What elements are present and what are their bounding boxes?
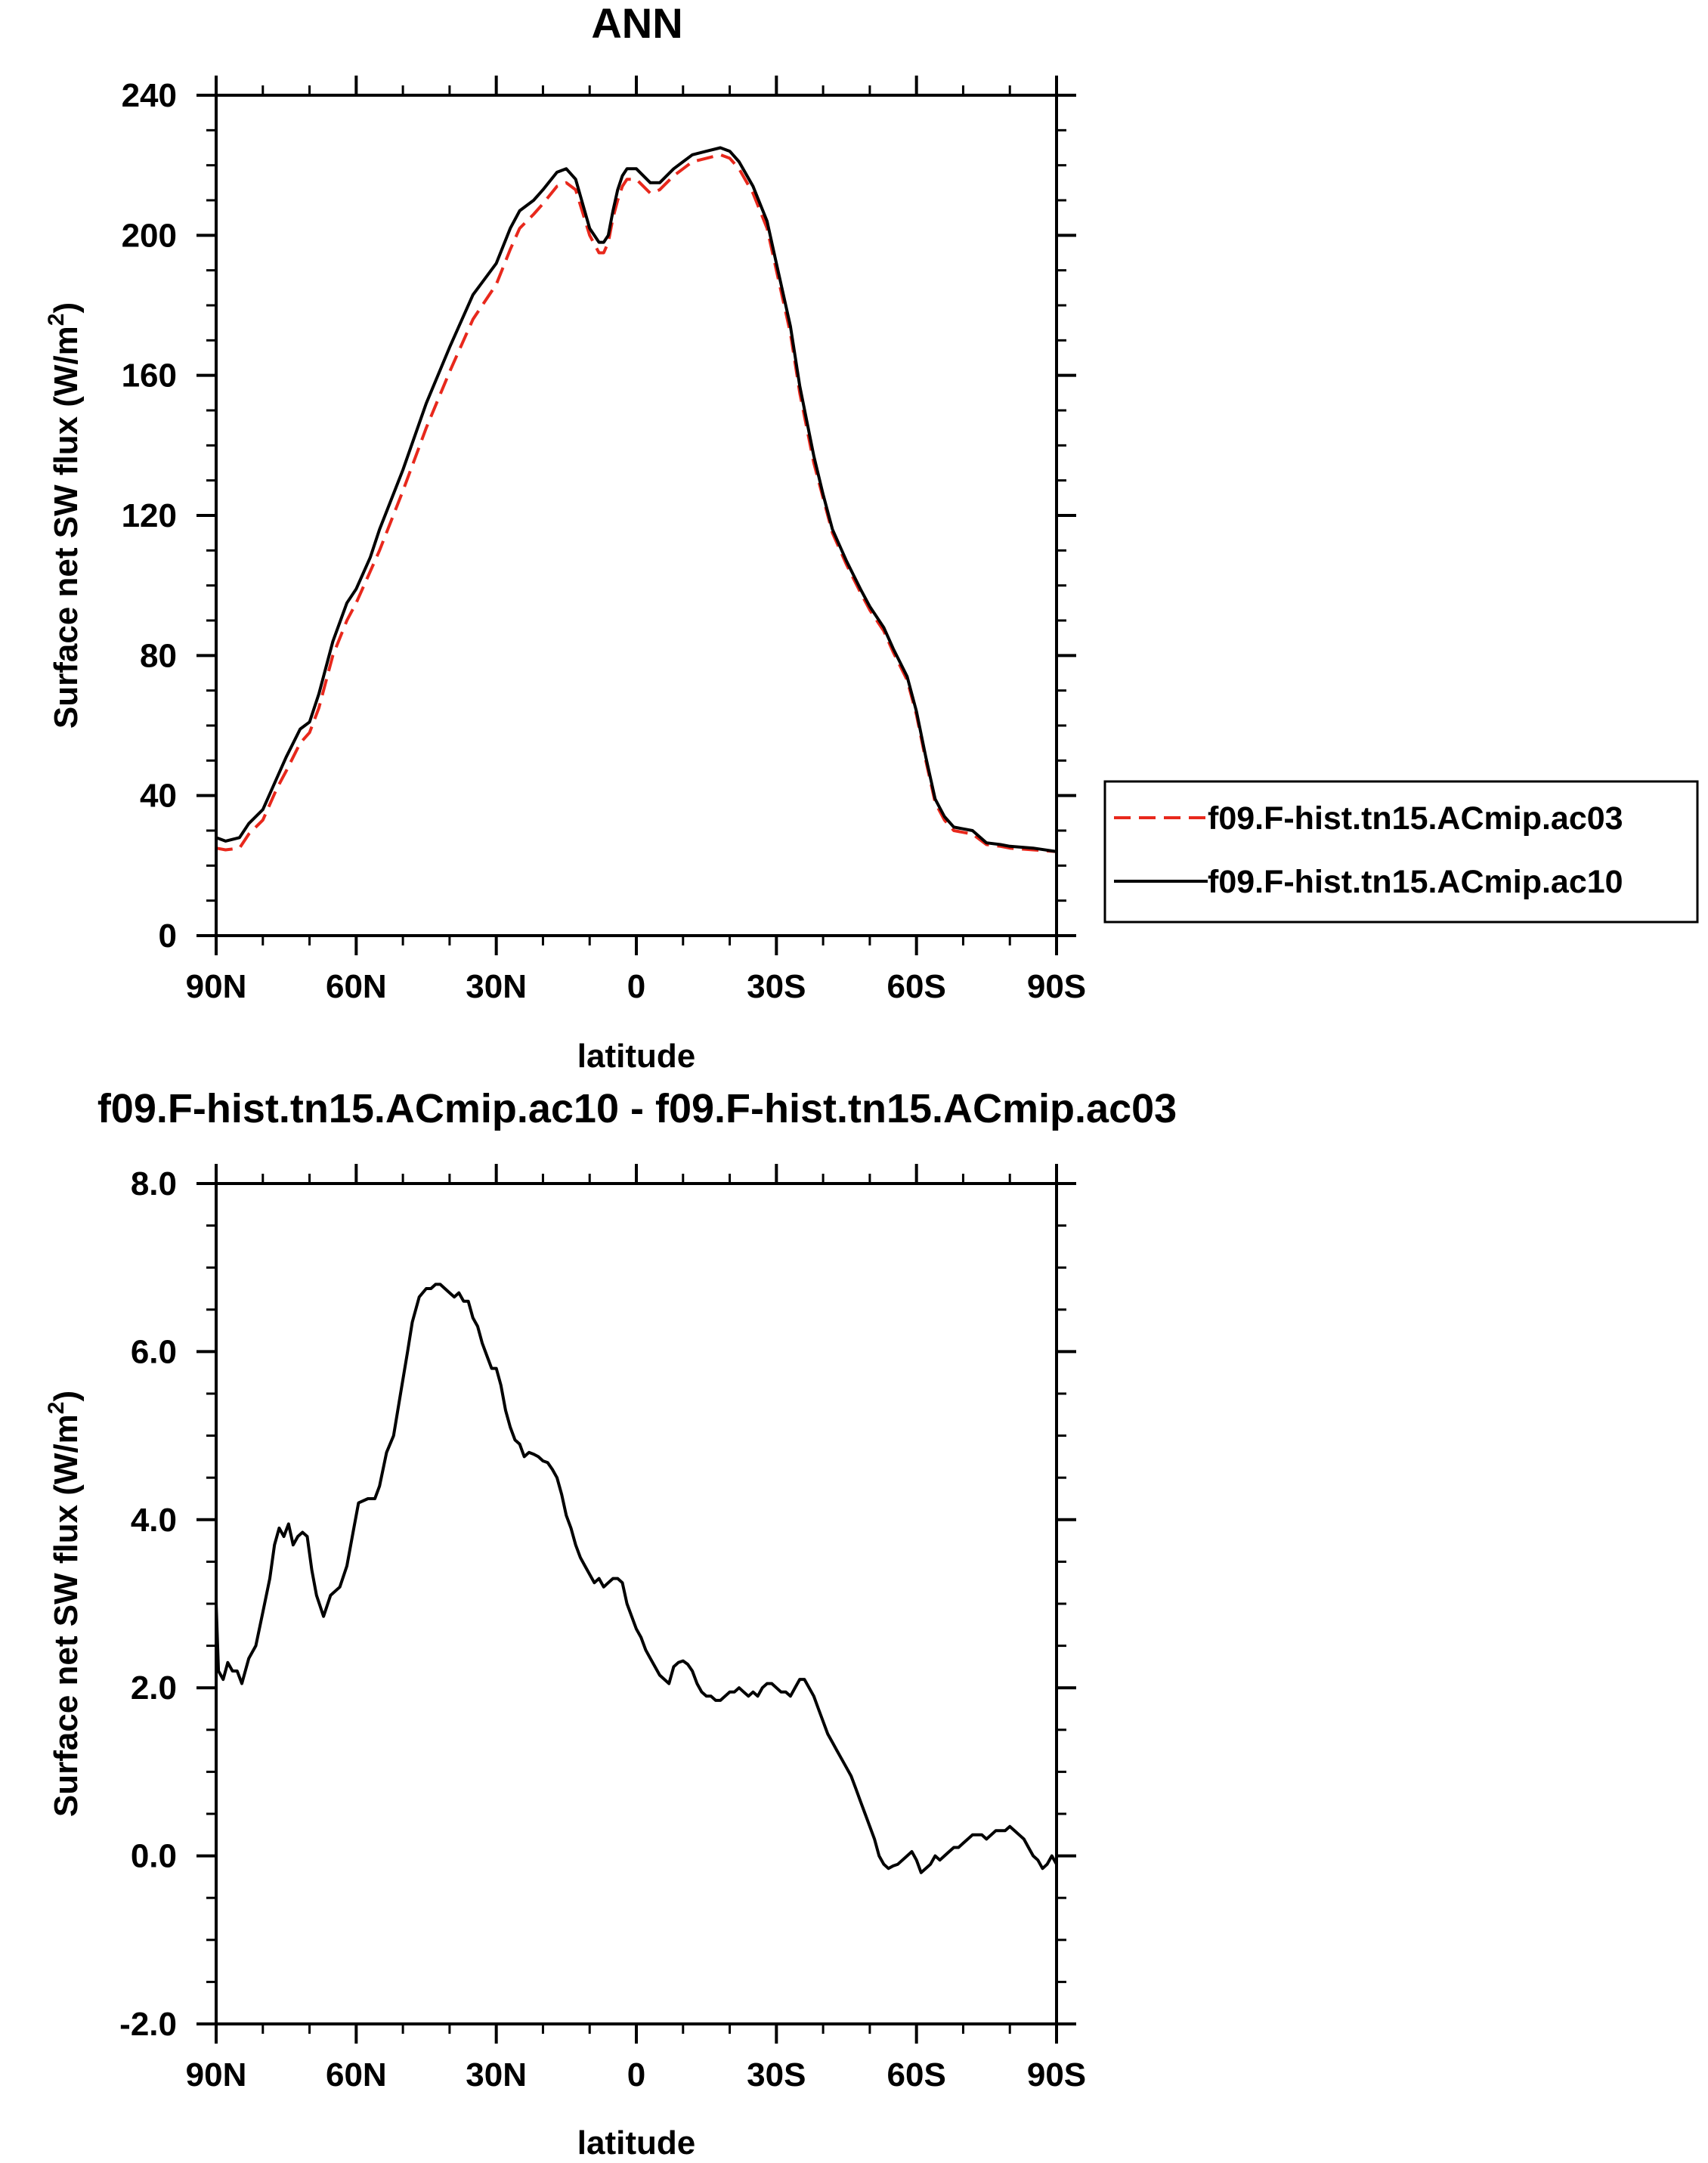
panel-bottom-series	[215, 1283, 1058, 1874]
xtick-label: 30N	[466, 968, 527, 1005]
ytick-label: 40	[140, 778, 177, 815]
legend-box	[1103, 780, 1699, 924]
ytick-label: 240	[122, 77, 177, 114]
panel-top-xlabel: latitude	[577, 1038, 695, 1075]
xtick-label: 60S	[887, 2056, 946, 2093]
xtick-label: 90S	[1027, 968, 1086, 1005]
panel-top-series	[215, 146, 1057, 853]
ytick-label: 0	[159, 917, 177, 955]
xtick-label: 0	[627, 2056, 645, 2093]
panel-bottom-xlabel: latitude	[577, 2124, 695, 2161]
legend: f09.F-hist.tn15.ACmip.ac03 f09.F-hist.tn…	[1103, 780, 1699, 924]
ytick-label: 6.0	[131, 1333, 177, 1370]
panel-bottom-xtick-labels: 90N 60N 30N 0 30S 60S 90S	[186, 2056, 1087, 2093]
xtick-label: 30S	[747, 968, 806, 1005]
ytick-label: 120	[122, 497, 177, 534]
series-line-top-2	[215, 146, 1057, 853]
ytick-label: -2.0	[119, 2006, 177, 2043]
panel-top-plot-frame	[215, 94, 1058, 937]
ytick-label: 8.0	[131, 1165, 177, 1202]
xtick-label: 90N	[186, 2056, 247, 2093]
xtick-label: 60N	[326, 968, 387, 1005]
panel-top-title: ANN	[591, 0, 682, 47]
xtick-label: 30N	[466, 2056, 527, 2093]
legend-label-ac03: f09.F-hist.tn15.ACmip.ac03	[1208, 800, 1623, 837]
ytick-label: 160	[122, 357, 177, 395]
xtick-label: 60S	[887, 968, 946, 1005]
panel-top-xtick-labels: 90N 60N 30N 0 30S 60S 90S	[186, 968, 1087, 1005]
panel-bottom-ylabel: Surface net SW flux (W/m2)	[44, 1391, 85, 1817]
xtick-label: 30S	[747, 2056, 806, 2093]
xtick-label: 0	[627, 968, 645, 1005]
xtick-label: 60N	[326, 2056, 387, 2093]
ytick-label: 2.0	[131, 1669, 177, 1707]
panel-top-ylabel: Surface net SW flux (W/m2)	[44, 302, 85, 729]
panel-bottom: f09.F-hist.tn15.ACmip.ac10 - f09.F-hist.…	[44, 1086, 1177, 2161]
panel-bottom-ytick-labels: -2.0 0.0 2.0 4.0 6.0 8.0	[119, 1165, 177, 2043]
xtick-label: 90N	[186, 968, 247, 1005]
panel-top-ytick-labels: 0 40 80 120 160 200 240	[122, 77, 177, 955]
series-line-bottom-1	[215, 1283, 1058, 1874]
ytick-label: 200	[122, 217, 177, 254]
panel-bottom-title: f09.F-hist.tn15.ACmip.ac10 - f09.F-hist.…	[97, 1086, 1177, 1131]
ytick-label: 80	[140, 637, 177, 674]
panel-top-ticks	[196, 76, 1076, 955]
panel-bottom-plot-frame	[215, 1182, 1058, 2025]
xtick-label: 90S	[1027, 2056, 1086, 2093]
ytick-label: 0.0	[131, 1838, 177, 1875]
legend-label-ac10: f09.F-hist.tn15.ACmip.ac10	[1208, 864, 1623, 900]
panel-bottom-ticks	[196, 1164, 1076, 2044]
ytick-label: 4.0	[131, 1502, 177, 1539]
